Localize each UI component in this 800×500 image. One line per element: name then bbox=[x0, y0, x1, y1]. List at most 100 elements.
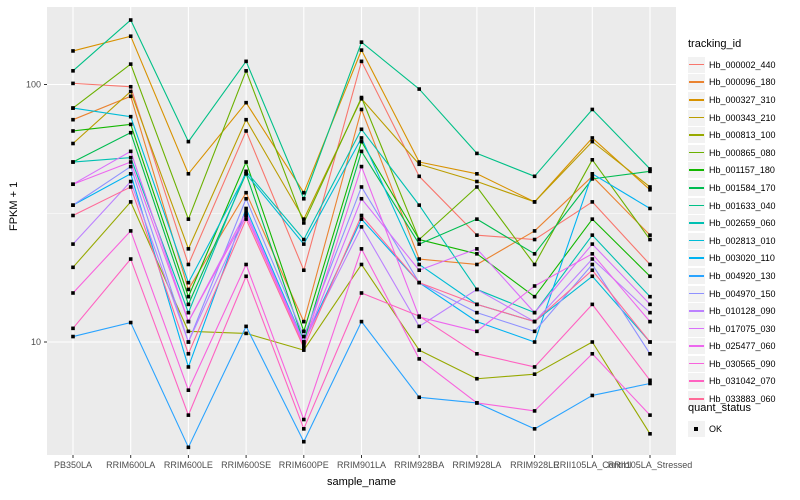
data-point bbox=[475, 171, 479, 176]
legend-item-label: Hb_000327_310 bbox=[709, 94, 776, 105]
data-point bbox=[590, 351, 595, 356]
legend-item-Hb_000813_100: Hb_000813_100 bbox=[688, 126, 800, 144]
data-point bbox=[648, 206, 652, 211]
data-point bbox=[648, 262, 652, 267]
data-point bbox=[302, 334, 306, 339]
data-point bbox=[186, 280, 191, 285]
data-point bbox=[648, 351, 652, 356]
data-point bbox=[475, 217, 479, 221]
data-point bbox=[590, 302, 595, 307]
data-point bbox=[186, 294, 191, 299]
legend-color-line bbox=[689, 257, 704, 259]
data-point bbox=[359, 319, 364, 324]
data-point bbox=[475, 247, 479, 251]
data-point bbox=[71, 182, 75, 187]
legend-color-line bbox=[689, 380, 704, 383]
data-point bbox=[532, 310, 537, 315]
legend-quant-status-title: quant_status bbox=[688, 402, 751, 414]
data-point bbox=[590, 139, 595, 144]
legend-color-line bbox=[689, 274, 704, 277]
data-point bbox=[475, 151, 479, 156]
data-point bbox=[128, 229, 133, 233]
data-point bbox=[71, 49, 75, 53]
legend-key-icon bbox=[688, 338, 705, 355]
data-point bbox=[417, 237, 421, 242]
data-point bbox=[244, 190, 248, 195]
data-point bbox=[302, 439, 306, 444]
quant-status-key bbox=[688, 420, 705, 437]
data-point bbox=[648, 378, 652, 383]
legend-item-label: Hb_000813_100 bbox=[709, 130, 776, 141]
data-point bbox=[186, 287, 191, 292]
data-point bbox=[244, 331, 248, 336]
y-tick-label: 10 bbox=[31, 337, 41, 347]
data-point bbox=[244, 169, 248, 174]
data-point bbox=[71, 106, 75, 110]
data-point bbox=[128, 164, 133, 169]
data-point bbox=[359, 48, 364, 52]
data-point bbox=[302, 417, 306, 422]
x-tick-label: RRIM600LA bbox=[106, 460, 155, 470]
legend-item-Hb_030565_090: Hb_030565_090 bbox=[688, 355, 800, 373]
data-point bbox=[475, 262, 479, 267]
legend-item-label: Hb_004970_150 bbox=[709, 288, 776, 299]
data-point bbox=[417, 162, 421, 167]
legend-key-icon bbox=[688, 179, 705, 196]
legend-item-label: Hb_033883_060 bbox=[709, 394, 776, 405]
legend-key-icon bbox=[688, 127, 705, 144]
legend-key-icon bbox=[688, 144, 705, 161]
legend-key-icon bbox=[688, 355, 705, 372]
legend-item-Hb_000327_310: Hb_000327_310 bbox=[688, 91, 800, 109]
data-point bbox=[302, 345, 306, 350]
data-point bbox=[302, 217, 306, 221]
legend-key-icon bbox=[688, 197, 705, 214]
data-point bbox=[244, 100, 248, 105]
legend-color-line bbox=[689, 186, 704, 189]
data-point bbox=[475, 179, 479, 184]
data-point bbox=[302, 190, 306, 195]
data-point bbox=[532, 174, 537, 179]
data-point bbox=[648, 185, 652, 189]
data-point bbox=[359, 164, 364, 169]
data-point bbox=[590, 217, 595, 221]
data-point bbox=[532, 294, 537, 299]
legend-item-label: Hb_000343_210 bbox=[709, 112, 776, 123]
data-point bbox=[302, 340, 306, 344]
data-point bbox=[359, 213, 364, 218]
legend-color-line bbox=[689, 345, 704, 347]
data-point bbox=[359, 136, 364, 140]
data-point bbox=[302, 237, 306, 242]
data-point bbox=[71, 141, 75, 146]
legend-key-icon bbox=[688, 232, 705, 249]
legend-item-label: Hb_000096_180 bbox=[709, 77, 776, 88]
data-point bbox=[359, 107, 364, 112]
data-point bbox=[532, 252, 537, 256]
data-point bbox=[128, 34, 133, 39]
data-point bbox=[71, 129, 75, 133]
legend-item-Hb_025477_060: Hb_025477_060 bbox=[688, 338, 800, 356]
data-point bbox=[359, 149, 364, 154]
data-point bbox=[475, 319, 479, 324]
data-point bbox=[186, 247, 191, 251]
data-point bbox=[359, 291, 364, 295]
legend-key-icon bbox=[688, 109, 705, 126]
legend-color-line bbox=[689, 398, 704, 400]
data-point bbox=[359, 217, 364, 221]
legend-item-Hb_003020_110: Hb_003020_110 bbox=[688, 250, 800, 268]
data-point bbox=[244, 324, 248, 329]
data-point bbox=[590, 177, 595, 181]
legend-item-label: Hb_001157_180 bbox=[709, 165, 775, 176]
data-point bbox=[648, 319, 652, 324]
data-point bbox=[532, 262, 537, 267]
legend-color-line bbox=[689, 292, 704, 295]
data-point bbox=[359, 185, 364, 189]
data-point bbox=[128, 155, 133, 160]
data-point bbox=[128, 149, 133, 154]
x-tick-label: RRII105LA_Control bbox=[553, 460, 631, 470]
data-point bbox=[475, 287, 479, 292]
legend-item-Hb_004920_130: Hb_004920_130 bbox=[688, 267, 800, 285]
data-point bbox=[302, 319, 306, 324]
data-point bbox=[302, 343, 306, 348]
legend-tracking-id-title: tracking_id bbox=[688, 38, 742, 50]
